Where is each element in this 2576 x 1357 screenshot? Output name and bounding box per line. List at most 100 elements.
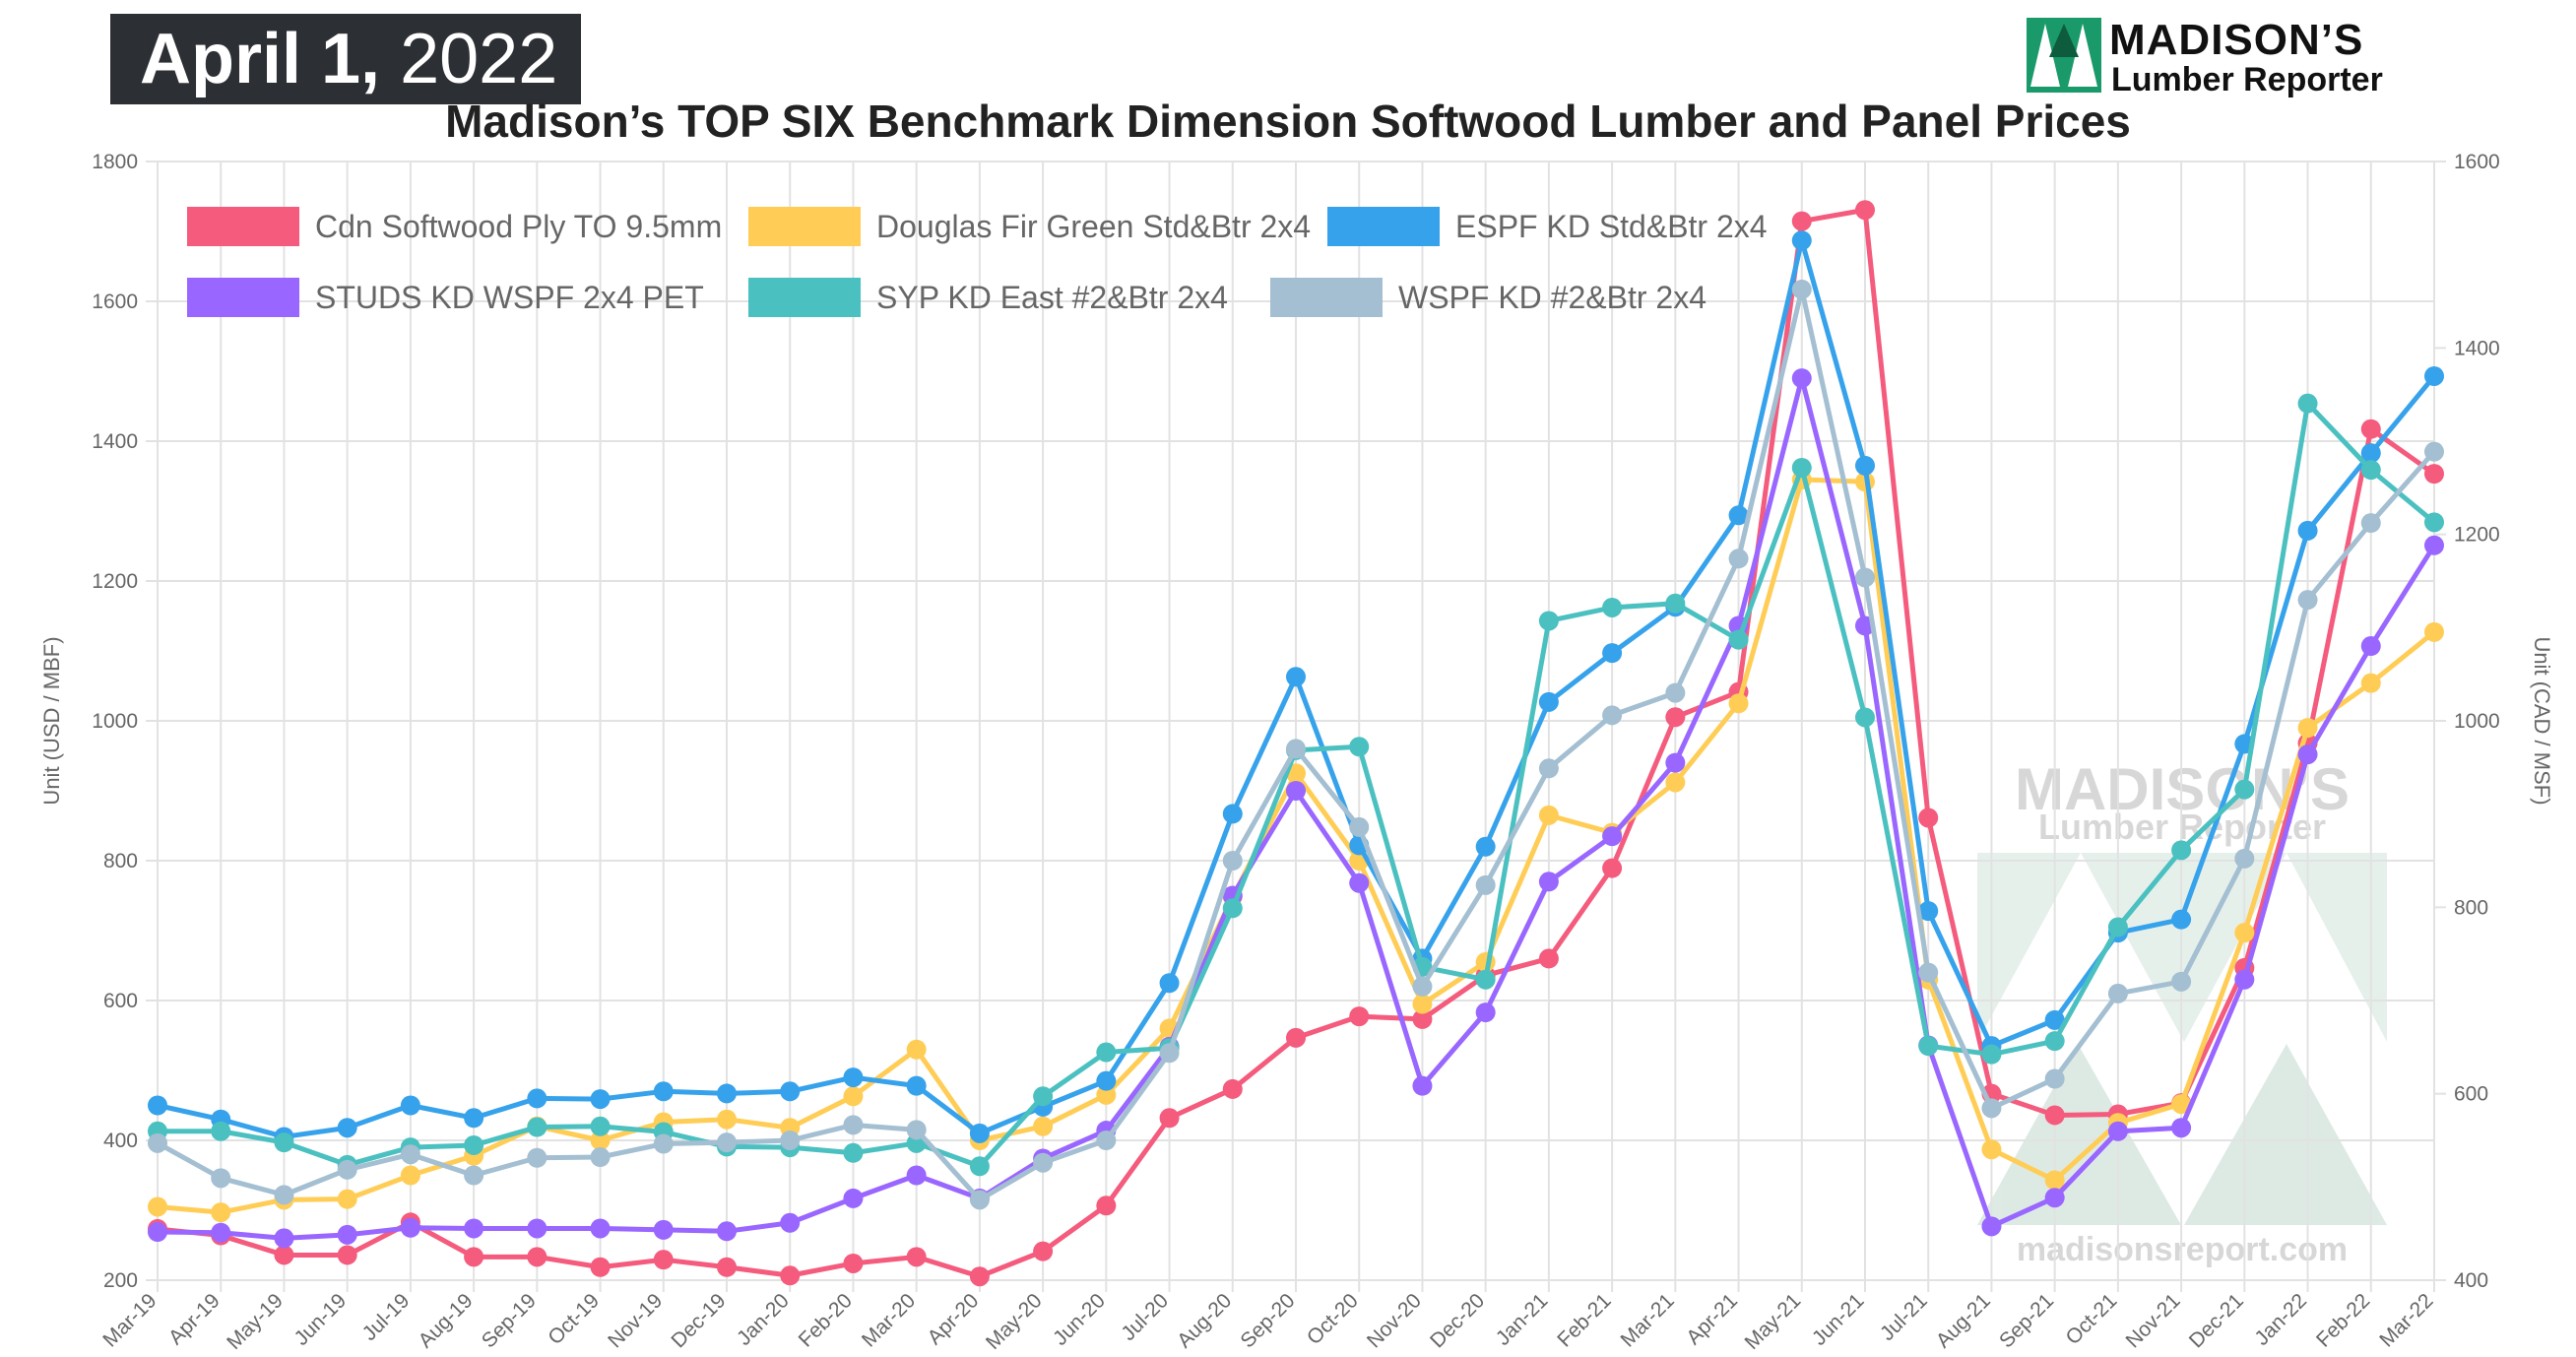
data-point[interactable]	[1918, 1036, 1939, 1057]
data-point[interactable]	[590, 1257, 611, 1277]
data-point[interactable]	[2360, 443, 2381, 464]
data-point[interactable]	[1286, 739, 1306, 759]
data-point[interactable]	[1349, 872, 1370, 893]
data-point[interactable]	[590, 1147, 611, 1168]
data-point[interactable]	[1538, 691, 1559, 712]
data-point[interactable]	[2297, 590, 2318, 611]
data-point[interactable]	[1791, 457, 1812, 478]
data-point[interactable]	[1538, 872, 1559, 892]
data-point[interactable]	[2424, 365, 2444, 386]
data-point[interactable]	[2360, 636, 2381, 657]
data-point[interactable]	[1981, 1139, 2002, 1160]
data-point[interactable]	[1033, 1086, 1054, 1107]
data-point[interactable]	[2297, 744, 2318, 765]
data-point[interactable]	[780, 1081, 801, 1102]
data-point[interactable]	[2360, 513, 2381, 534]
data-point[interactable]	[464, 1108, 484, 1129]
data-point[interactable]	[717, 1132, 737, 1153]
data-point[interactable]	[527, 1117, 547, 1137]
legend-item[interactable]: STUDS KD WSPF 2x4 PET	[187, 278, 704, 317]
data-point[interactable]	[1475, 1002, 1496, 1023]
data-point[interactable]	[1855, 200, 1875, 221]
data-point[interactable]	[1918, 901, 1939, 922]
data-point[interactable]	[2107, 917, 2128, 937]
data-point[interactable]	[1791, 368, 1812, 389]
data-point[interactable]	[1791, 211, 1812, 231]
data-point[interactable]	[1096, 1084, 1117, 1105]
data-point[interactable]	[590, 1089, 611, 1110]
data-point[interactable]	[590, 1218, 611, 1239]
data-point[interactable]	[653, 1219, 674, 1240]
data-point[interactable]	[717, 1109, 737, 1130]
data-point[interactable]	[337, 1189, 357, 1209]
legend-item[interactable]: Cdn Softwood Ply TO 9.5mm	[187, 207, 722, 246]
data-point[interactable]	[1981, 1216, 2002, 1237]
data-point[interactable]	[337, 1245, 357, 1265]
data-point[interactable]	[1159, 973, 1180, 994]
data-point[interactable]	[1412, 994, 1433, 1014]
data-point[interactable]	[1665, 772, 1686, 793]
data-point[interactable]	[211, 1222, 231, 1243]
data-point[interactable]	[1602, 705, 1623, 726]
data-point[interactable]	[969, 1156, 990, 1177]
data-point[interactable]	[2044, 1105, 2065, 1126]
data-point[interactable]	[400, 1095, 420, 1116]
data-point[interactable]	[906, 1120, 927, 1140]
data-point[interactable]	[527, 1088, 547, 1109]
data-point[interactable]	[1033, 1116, 1054, 1136]
data-point[interactable]	[1538, 948, 1559, 969]
data-point[interactable]	[2044, 1068, 2065, 1089]
data-point[interactable]	[906, 1165, 927, 1186]
data-point[interactable]	[843, 1253, 864, 1273]
data-point[interactable]	[1412, 976, 1433, 997]
data-point[interactable]	[1033, 1241, 1054, 1261]
data-point[interactable]	[1602, 597, 1623, 617]
data-point[interactable]	[2424, 464, 2444, 485]
legend-item[interactable]: WSPF KD #2&Btr 2x4	[1270, 278, 1707, 317]
data-point[interactable]	[400, 1144, 420, 1165]
data-point[interactable]	[2044, 1188, 2065, 1208]
data-point[interactable]	[1665, 593, 1686, 614]
data-point[interactable]	[400, 1217, 420, 1238]
data-point[interactable]	[2297, 520, 2318, 541]
data-point[interactable]	[1349, 1006, 1370, 1027]
data-point[interactable]	[148, 1222, 167, 1243]
data-point[interactable]	[653, 1133, 674, 1154]
data-point[interactable]	[2171, 840, 2192, 861]
data-point[interactable]	[464, 1165, 484, 1186]
data-point[interactable]	[1665, 707, 1686, 728]
data-point[interactable]	[527, 1247, 547, 1267]
data-point[interactable]	[211, 1121, 231, 1141]
data-point[interactable]	[2234, 779, 2255, 800]
data-point[interactable]	[2297, 393, 2318, 414]
data-point[interactable]	[1602, 826, 1623, 847]
data-point[interactable]	[2171, 971, 2192, 992]
data-point[interactable]	[2044, 1170, 2065, 1191]
data-point[interactable]	[464, 1134, 484, 1155]
data-point[interactable]	[1728, 693, 1749, 714]
data-point[interactable]	[1665, 752, 1686, 773]
data-point[interactable]	[211, 1202, 231, 1223]
data-point[interactable]	[2171, 1118, 2192, 1138]
data-point[interactable]	[717, 1257, 737, 1277]
data-point[interactable]	[148, 1132, 167, 1153]
data-point[interactable]	[906, 1039, 927, 1060]
data-point[interactable]	[653, 1250, 674, 1270]
data-point[interactable]	[1159, 1043, 1180, 1064]
data-point[interactable]	[969, 1266, 990, 1287]
data-point[interactable]	[2424, 535, 2444, 555]
data-point[interactable]	[843, 1188, 864, 1208]
data-point[interactable]	[1981, 1044, 2002, 1065]
data-point[interactable]	[1918, 962, 1939, 983]
data-point[interactable]	[843, 1115, 864, 1135]
data-point[interactable]	[1918, 808, 1939, 828]
data-point[interactable]	[1475, 969, 1496, 990]
data-point[interactable]	[1791, 230, 1812, 251]
data-point[interactable]	[843, 1067, 864, 1088]
data-point[interactable]	[1096, 1042, 1117, 1063]
data-point[interactable]	[2107, 983, 2128, 1003]
data-point[interactable]	[1096, 1131, 1117, 1150]
data-point[interactable]	[148, 1095, 167, 1116]
data-point[interactable]	[906, 1075, 927, 1096]
data-point[interactable]	[1728, 549, 1749, 569]
